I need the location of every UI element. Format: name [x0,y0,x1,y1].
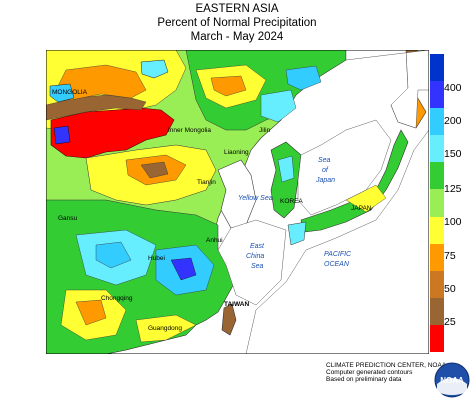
region-blue-west [53,125,71,145]
region-northeast-orange [210,75,247,97]
label-sea-of-japan-1: Sea [318,157,331,164]
label-pacific-2: OCEAN [324,261,350,268]
land-korea-blue [277,155,295,183]
sea-japan [297,119,392,216]
label-east-china-sea-2: China [246,253,264,260]
legend-tick-label: 75 [444,250,456,262]
label-chongqing: Chongqing [101,295,133,302]
label-east-china-sea-1: East [250,243,265,250]
region-blue-mongolia [49,83,75,103]
label-pacific-1: PACIFIC [324,251,352,258]
precipitation-map: MONGOLIA Inner Mongolia Jilin Liaoning T… [46,50,429,354]
legend-tick-label: 100 [444,216,462,228]
noaa-logo-text: NOAA [440,376,464,385]
legend-bin-1 [430,81,444,109]
ocean-pacific [245,50,429,354]
footer-note-2: Based on preliminary data [326,376,402,383]
region-blue-mongolia-2 [140,59,169,79]
region-red-core [50,107,175,159]
label-guangdong: Guangdong [148,325,182,332]
land-japan-kyushu [287,221,307,246]
legend-bin-7 [430,243,444,271]
label-yellow-sea: Yellow Sea [238,195,273,202]
region-brown-ring [46,94,147,121]
noaa-logo: NOAA [434,362,470,398]
map-period: March - May 2024 [190,31,284,43]
legend-tick-label: 400 [444,82,462,94]
legend-bin-3 [430,135,444,163]
region-south-orange [75,299,107,326]
region-northeast-blue [260,89,297,123]
label-inner-mongolia: Inner Mongolia [168,127,211,134]
color-legend [430,54,444,352]
region-southeast-deepblue [170,257,197,281]
legend-tick-label: 150 [444,148,462,160]
sea-east-china [217,219,287,306]
label-hubei: Hubei [148,255,165,262]
legend-bin-5 [430,189,444,217]
label-sea-of-japan-3: Japan [315,177,335,184]
label-anhui: Anhui [206,237,223,244]
region-south-blue [95,241,132,269]
land-taiwan [221,303,237,336]
region-east-blue [285,65,322,91]
legend-bin-8 [430,270,444,298]
region-central-brown [140,161,169,179]
legend-tick-label: 25 [444,316,456,328]
region-southcoast-yellow [135,314,197,343]
label-liaoning: Liaoning [224,149,249,156]
map-subtitle: Percent of Normal Precipitation [157,17,317,29]
legend-bin-4 [430,162,444,190]
legend-bin-10 [430,324,444,352]
legend-bin-6 [430,216,444,244]
label-east-china-sea-3: Sea [251,263,264,270]
label-jilin: Jilin [259,127,271,134]
label-gansu: Gansu [58,215,78,222]
label-mongolia: MONGOLIA [52,89,88,96]
legend-bin-2 [430,108,444,136]
label-japan: JAPAN [351,205,372,212]
legend-tick-label: 125 [444,183,462,195]
footer-note-1: Computer generated contours [326,369,413,376]
label-korea: KOREA [280,198,303,205]
footer-source: CLIMATE PREDICTION CENTER, NOAA [326,362,447,369]
map-region-title: EASTERN ASIA [195,3,279,15]
legend-tick-label: 50 [444,283,456,295]
label-taiwan: TAIWAN [224,301,249,308]
legend-tick-label: 200 [444,115,462,127]
legend-bin-9 [430,297,444,325]
legend-bin-0 [430,54,444,82]
label-sea-of-japan-2: of [322,167,329,174]
label-tianjin: Tianjin [197,179,216,186]
